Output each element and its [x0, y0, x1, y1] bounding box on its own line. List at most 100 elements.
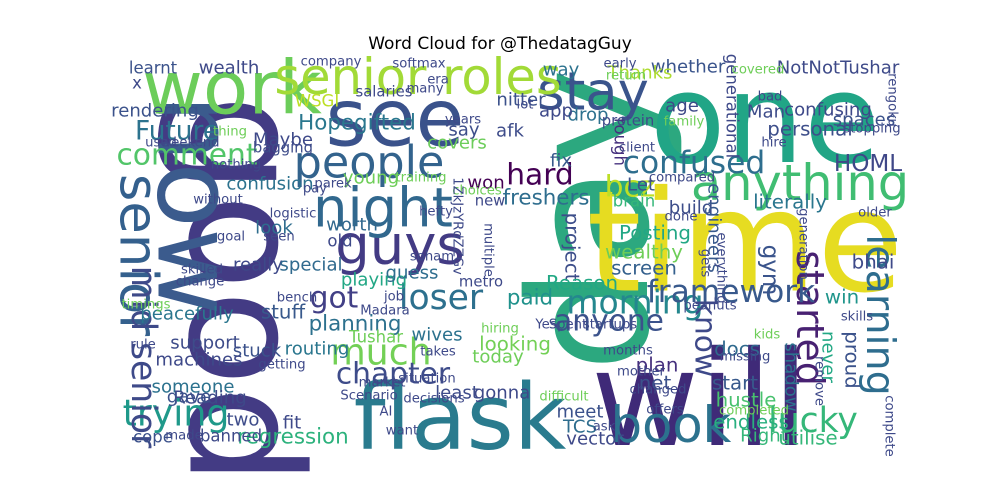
word-right: Right: [740, 426, 788, 447]
word-want: want: [386, 424, 418, 439]
word-fix: fix: [550, 151, 572, 172]
word-1zkjzyrdzzgv: 1ZkJzYRdZZGv: [450, 177, 465, 275]
word-posting: Posting: [619, 222, 691, 245]
word-covers: covers: [427, 133, 487, 154]
word-getting: getting: [258, 358, 305, 373]
word-morning: morning: [566, 283, 703, 322]
word-book: book: [611, 396, 732, 454]
word-screen: screen: [611, 257, 677, 280]
word-ask: ask: [593, 420, 616, 435]
word-generation: generation: [796, 208, 811, 280]
word-vector: vector: [566, 429, 624, 450]
word-job: job: [383, 290, 404, 305]
word-decisions: decisions: [403, 392, 464, 407]
word-spent: Spent: [549, 318, 587, 333]
word-wsgi: WSGI: [295, 92, 339, 111]
word-kids: kids: [754, 328, 781, 343]
word-loser: loser: [399, 278, 484, 318]
word-fit: fit: [283, 413, 302, 434]
word-notnottushar: NotNotTushar: [777, 58, 900, 79]
word-softmax: softmax: [392, 57, 445, 72]
word-one: one: [650, 48, 880, 192]
word-ai: AI: [380, 405, 393, 420]
word-everything: everything: [714, 232, 729, 303]
word-logistic: logistic: [270, 207, 317, 222]
word-today: today: [472, 347, 524, 368]
word-never: never: [818, 331, 839, 383]
word-missing: missing: [720, 350, 771, 365]
word-bad: bad: [758, 90, 783, 105]
word-young: young: [343, 168, 399, 189]
word-docs: docs: [714, 338, 760, 361]
word-playing: playing: [341, 270, 407, 291]
word-madara: Madara: [360, 304, 409, 319]
word-metro: metro: [459, 274, 503, 291]
word-thanks: Thanks: [607, 63, 673, 84]
word-seen: seen: [263, 230, 294, 245]
word-family: family: [664, 115, 705, 130]
word-routing: routing: [285, 339, 350, 360]
word-months: months: [603, 344, 653, 359]
word-early: early: [603, 57, 636, 72]
word-bhai: bhai: [852, 251, 895, 274]
word-rough: rough: [611, 118, 630, 166]
word-without: without: [193, 193, 243, 208]
word-tushar: Tushar: [348, 328, 403, 347]
word-won: won: [467, 173, 504, 194]
chart-title: Word Cloud for @ThedatagGuy: [368, 34, 632, 54]
word-gonna: gonna: [474, 383, 531, 404]
word-homl: HOML: [834, 151, 902, 177]
word-compared: compared: [649, 171, 715, 186]
word-nothing: nothing: [211, 158, 261, 173]
word-bagging: bagging: [253, 140, 313, 157]
word-build: build: [669, 198, 714, 219]
word-complete: complete: [882, 395, 897, 457]
word-engineers: engineers: [704, 183, 725, 273]
word-takes: takes: [420, 345, 456, 360]
word-meet: meet: [557, 402, 604, 423]
word-client: client: [619, 141, 655, 156]
word-lucky: lucky: [768, 401, 858, 441]
word-skills: skills: [841, 310, 873, 325]
word-much: much: [330, 331, 431, 374]
word-win: win: [825, 286, 859, 309]
word-drop: drop: [567, 105, 608, 126]
word-day: day: [494, 68, 686, 372]
word-cope: cope: [133, 428, 173, 447]
word-mid-senior: mid senior: [123, 266, 163, 449]
word-remove: remove: [812, 356, 827, 406]
word-return: return: [606, 69, 646, 84]
word-special: special: [279, 255, 342, 276]
word-rule: rule: [130, 338, 156, 353]
word-done: done: [665, 210, 698, 225]
word-comment: comment: [116, 138, 257, 173]
word-stuck: stuck: [233, 341, 282, 362]
word-protein: protein: [602, 113, 655, 130]
word-made: made: [165, 429, 202, 444]
word-change: change: [176, 275, 225, 290]
word-worth: worth: [326, 215, 378, 236]
word-startups: startups: [583, 318, 637, 333]
word-peanuts: peanuts: [683, 299, 736, 314]
word-market: market: [359, 376, 406, 391]
word-work: work: [142, 45, 322, 132]
word-peacefully: peacefully: [140, 304, 234, 325]
word-start: start: [712, 372, 758, 395]
word-freshers: freshers: [503, 186, 590, 211]
word-situation: situation: [398, 372, 455, 387]
word-planning: planning: [309, 312, 402, 337]
word-stay: stay: [537, 62, 649, 123]
word-say: say: [448, 120, 480, 141]
word-people: people: [294, 138, 445, 189]
word-many: many: [406, 82, 443, 97]
word-way: way: [543, 60, 580, 81]
word-rengoku: rengoku: [885, 73, 900, 127]
word-reading: Reading: [173, 388, 246, 409]
word-look: look: [255, 218, 293, 239]
word-yes: Yes: [534, 318, 556, 333]
word-got: got: [310, 281, 359, 316]
word-lot: lot: [517, 98, 534, 113]
word-gets: gets: [698, 249, 713, 278]
word-timings: timings: [122, 298, 171, 313]
